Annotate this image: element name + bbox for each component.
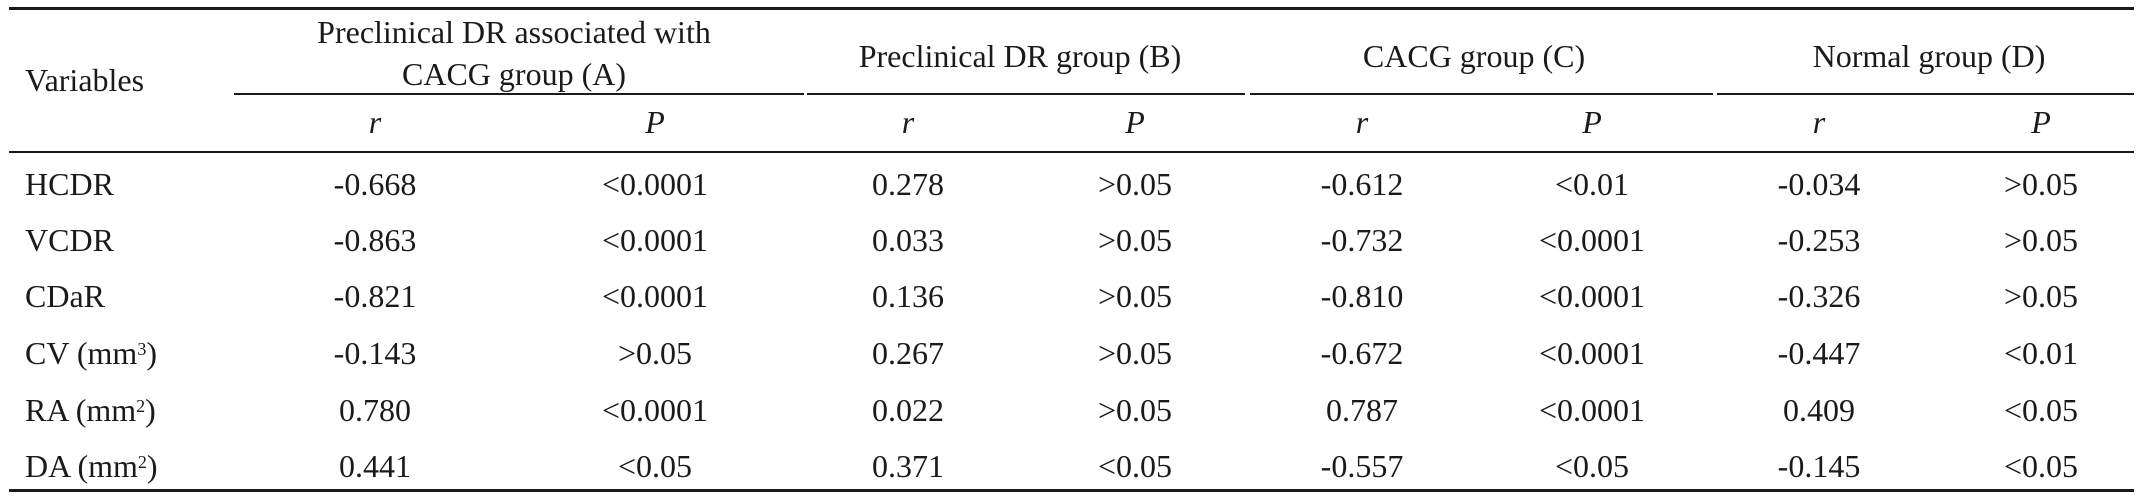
row-label-text: CDaR: [25, 278, 105, 314]
r-value: 0.033: [872, 222, 944, 258]
r-value: 0.441: [339, 448, 411, 484]
row-label: DA (mm2): [25, 446, 158, 486]
p-value: <0.0001: [1538, 222, 1646, 258]
r-value: -0.612: [1320, 166, 1404, 202]
r-value: -0.668: [333, 166, 417, 202]
header-rule: [9, 151, 2134, 153]
group-b-underline: [807, 93, 1245, 95]
p-value: <0.05: [2003, 392, 2079, 428]
row-label-text: CV (mm: [25, 335, 138, 371]
unit-close-paren: ): [146, 448, 158, 484]
unit-close-paren: ): [146, 335, 157, 371]
r-value: 0.278: [872, 166, 944, 202]
p-value: <0.05: [2003, 448, 2079, 484]
r-value: 0.787: [1326, 392, 1398, 428]
group-d-underline: [1717, 93, 2134, 95]
group-c-underline: [1250, 93, 1713, 95]
r-value: 0.136: [872, 278, 944, 314]
p-value: <0.05: [617, 448, 693, 484]
group-c-header: CACG group (C): [1362, 38, 1586, 74]
row-label-text: VCDR: [25, 222, 114, 258]
r-value: -0.821: [333, 278, 417, 314]
group-d-header: Normal group (D): [1812, 38, 2046, 74]
r-value: -0.145: [1777, 448, 1861, 484]
group-a-header-line2: CACG group (A): [402, 56, 626, 92]
p-value: <0.0001: [1538, 392, 1646, 428]
p-value: <0.01: [2003, 335, 2079, 371]
p-value: >0.05: [1097, 166, 1173, 202]
p-value: <0.01: [1554, 166, 1630, 202]
p-value: <0.05: [1097, 448, 1173, 484]
unit-close-paren: ): [145, 392, 156, 428]
r-header-c: r: [1355, 104, 1369, 140]
r-value: -0.810: [1320, 278, 1404, 314]
p-value: >0.05: [2003, 222, 2079, 258]
r-value: -0.326: [1777, 278, 1861, 314]
correlation-table: Variables Preclinical DR associated with…: [9, 0, 2134, 502]
unit-exponent: 2: [136, 396, 146, 416]
p-value: >0.05: [617, 335, 693, 371]
p-value: <0.0001: [601, 392, 709, 428]
p-value: >0.05: [1097, 278, 1173, 314]
r-value: 0.371: [872, 448, 944, 484]
row-label-text: DA (mm: [25, 448, 138, 484]
p-value: <0.0001: [1538, 278, 1646, 314]
row-label: HCDR: [25, 164, 114, 204]
p-value: <0.0001: [1538, 335, 1646, 371]
group-a-underline: [234, 93, 804, 95]
p-value: >0.05: [2003, 278, 2079, 314]
r-value: -0.863: [333, 222, 417, 258]
p-header-b: P: [1125, 104, 1145, 140]
group-a-header-line1: Preclinical DR associated with: [317, 14, 711, 50]
p-value: <0.0001: [601, 166, 709, 202]
r-value: -0.557: [1320, 448, 1404, 484]
r-value: -0.253: [1777, 222, 1861, 258]
r-value: -0.447: [1777, 335, 1861, 371]
row-label-text: RA (mm: [25, 392, 137, 428]
bottom-rule: [9, 489, 2134, 492]
p-value: >0.05: [1097, 222, 1173, 258]
r-value: -0.034: [1777, 166, 1861, 202]
p-value: <0.0001: [601, 222, 709, 258]
r-value: -0.732: [1320, 222, 1404, 258]
unit-exponent: 3: [137, 339, 147, 359]
top-rule: [9, 7, 2134, 10]
unit-exponent: 2: [137, 452, 147, 472]
r-value: -0.672: [1320, 335, 1404, 371]
p-value: <0.0001: [601, 278, 709, 314]
row-label-text: HCDR: [25, 166, 114, 202]
r-value: 0.267: [872, 335, 944, 371]
group-b-header: Preclinical DR group (B): [858, 38, 1182, 74]
variables-header: Variables: [25, 62, 145, 98]
p-header-a: P: [645, 104, 665, 140]
r-header-d: r: [1812, 104, 1826, 140]
r-value: 0.780: [339, 392, 411, 428]
r-value: 0.409: [1783, 392, 1855, 428]
r-value: -0.143: [333, 335, 417, 371]
p-value: >0.05: [2003, 166, 2079, 202]
row-label: VCDR: [25, 220, 114, 260]
p-value: >0.05: [1097, 392, 1173, 428]
p-header-c: P: [1582, 104, 1602, 140]
r-header-a: r: [368, 104, 382, 140]
p-value: <0.05: [1554, 448, 1630, 484]
p-value: >0.05: [1097, 335, 1173, 371]
r-value: 0.022: [872, 392, 944, 428]
r-header-b: r: [901, 104, 915, 140]
row-label: CV (mm3): [25, 333, 157, 373]
row-label: RA (mm2): [25, 390, 156, 430]
p-header-d: P: [2031, 104, 2051, 140]
row-label: CDaR: [25, 276, 105, 316]
